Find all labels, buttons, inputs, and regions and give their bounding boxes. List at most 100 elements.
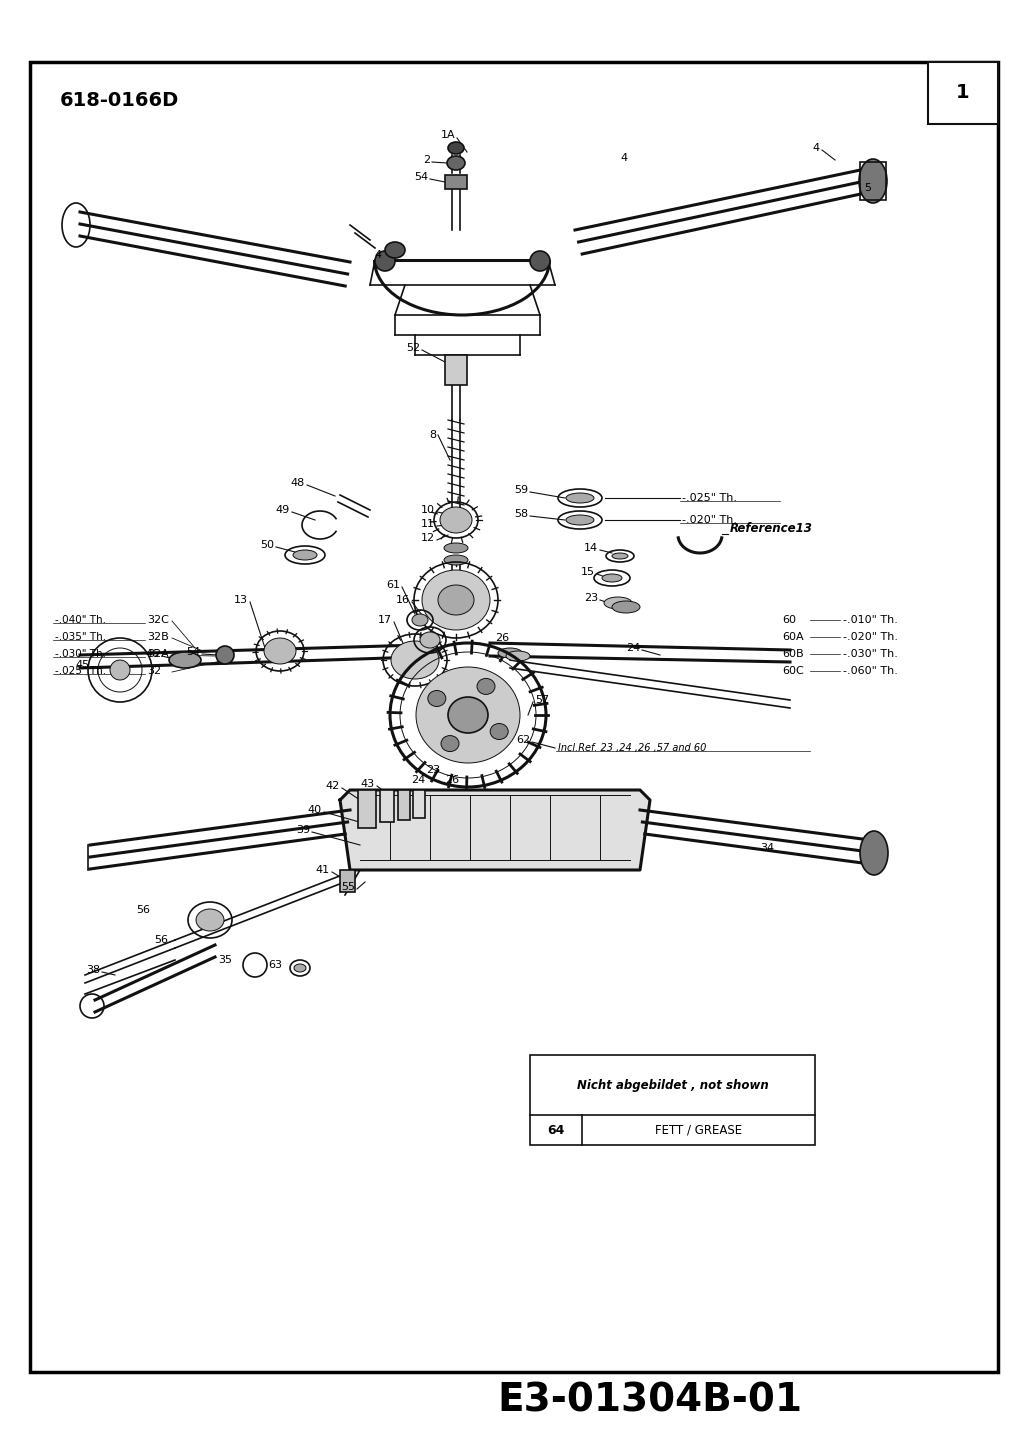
- Bar: [530, 1055, 815, 1145]
- Ellipse shape: [294, 964, 307, 972]
- Ellipse shape: [110, 660, 130, 680]
- Text: 60C: 60C: [782, 666, 804, 676]
- Text: 8: 8: [429, 430, 436, 440]
- Text: 10: 10: [421, 505, 436, 515]
- Bar: [380, 790, 394, 822]
- Text: 32C: 32C: [147, 615, 169, 625]
- Bar: [413, 790, 425, 818]
- Text: 1A: 1A: [441, 130, 455, 140]
- Text: 4: 4: [813, 143, 820, 153]
- Ellipse shape: [422, 570, 490, 629]
- Ellipse shape: [216, 645, 234, 664]
- Text: 11: 11: [421, 519, 436, 530]
- Text: 1: 1: [957, 84, 970, 103]
- Ellipse shape: [416, 667, 520, 763]
- Bar: [358, 790, 376, 828]
- Text: 23: 23: [584, 593, 598, 603]
- Bar: [445, 175, 467, 190]
- Text: 60A: 60A: [782, 632, 804, 642]
- Text: 60: 60: [782, 615, 796, 625]
- Text: 54: 54: [186, 647, 200, 657]
- Text: 39: 39: [296, 825, 310, 835]
- Ellipse shape: [441, 735, 459, 751]
- Text: -.025" Th.: -.025" Th.: [55, 666, 106, 676]
- Text: 14: 14: [584, 543, 598, 553]
- Ellipse shape: [498, 648, 522, 658]
- Ellipse shape: [448, 697, 488, 734]
- Text: 16: 16: [396, 595, 410, 605]
- Ellipse shape: [385, 242, 405, 258]
- Text: 23: 23: [426, 765, 440, 776]
- Ellipse shape: [444, 556, 467, 564]
- Text: Incl.Ref. 23 ,24 ,26 ,57 and 60: Incl.Ref. 23 ,24 ,26 ,57 and 60: [558, 742, 706, 752]
- Ellipse shape: [566, 493, 594, 504]
- Text: -.030" Th.: -.030" Th.: [843, 650, 898, 658]
- Ellipse shape: [412, 614, 428, 627]
- Text: 17: 17: [378, 615, 392, 625]
- Text: 61: 61: [386, 580, 400, 590]
- Text: 4: 4: [620, 153, 627, 164]
- Text: 46: 46: [146, 650, 160, 658]
- Text: 5: 5: [864, 182, 871, 192]
- Ellipse shape: [293, 550, 317, 560]
- Text: 24: 24: [411, 776, 425, 786]
- Ellipse shape: [602, 574, 622, 582]
- Text: 32B: 32B: [147, 632, 169, 642]
- Ellipse shape: [444, 543, 467, 553]
- Text: 2: 2: [423, 155, 430, 165]
- Text: E3-01304B-01: E3-01304B-01: [497, 1380, 803, 1420]
- Text: -.030" Th.: -.030" Th.: [55, 650, 106, 658]
- Text: 43: 43: [361, 778, 375, 789]
- Text: 52: 52: [406, 343, 420, 353]
- Text: -.020" Th.: -.020" Th.: [682, 515, 737, 525]
- Ellipse shape: [860, 831, 888, 875]
- Text: 56: 56: [154, 935, 168, 945]
- Text: 40: 40: [308, 805, 322, 815]
- Bar: [860, 162, 886, 200]
- Ellipse shape: [612, 601, 640, 614]
- Ellipse shape: [604, 598, 632, 609]
- Text: 24: 24: [625, 642, 640, 653]
- Text: -.025" Th.: -.025" Th.: [682, 493, 737, 504]
- Text: 15: 15: [581, 567, 595, 577]
- Ellipse shape: [438, 585, 474, 615]
- Text: 26: 26: [445, 776, 459, 786]
- Ellipse shape: [169, 653, 201, 669]
- Text: -.020" Th.: -.020" Th.: [843, 632, 898, 642]
- Text: 34: 34: [760, 844, 774, 852]
- Text: 63: 63: [268, 959, 282, 969]
- Text: 50: 50: [260, 540, 275, 550]
- Text: FETT / GREASE: FETT / GREASE: [655, 1123, 742, 1136]
- Text: 32: 32: [147, 666, 161, 676]
- Ellipse shape: [477, 679, 495, 695]
- Text: 618-0166D: 618-0166D: [60, 91, 180, 110]
- Text: 42: 42: [326, 781, 340, 792]
- Text: 54: 54: [414, 172, 428, 182]
- Text: 32A: 32A: [147, 650, 169, 658]
- Ellipse shape: [612, 553, 628, 559]
- Text: Reference13: Reference13: [730, 521, 813, 534]
- Text: 64: 64: [547, 1123, 565, 1136]
- Bar: [445, 355, 467, 385]
- Ellipse shape: [264, 638, 296, 664]
- Polygon shape: [340, 790, 650, 870]
- Text: Nicht abgebildet , not shown: Nicht abgebildet , not shown: [577, 1078, 769, 1091]
- Text: 58: 58: [514, 509, 528, 519]
- Text: 57: 57: [535, 695, 549, 705]
- Text: -.035" Th.: -.035" Th.: [55, 632, 106, 642]
- Text: -.010" Th.: -.010" Th.: [843, 615, 898, 625]
- Ellipse shape: [420, 632, 440, 648]
- Text: 12: 12: [421, 532, 436, 543]
- Text: 4: 4: [375, 250, 382, 260]
- Text: 55: 55: [341, 883, 355, 891]
- Bar: [340, 870, 355, 891]
- Text: 59: 59: [514, 485, 528, 495]
- Text: 45: 45: [76, 660, 90, 670]
- Text: 56: 56: [136, 904, 150, 915]
- Text: -.040" Th.: -.040" Th.: [55, 615, 106, 625]
- Ellipse shape: [447, 156, 465, 169]
- Ellipse shape: [566, 515, 594, 525]
- Ellipse shape: [440, 506, 472, 532]
- Text: -.060" Th.: -.060" Th.: [843, 666, 898, 676]
- Text: 26: 26: [495, 632, 509, 642]
